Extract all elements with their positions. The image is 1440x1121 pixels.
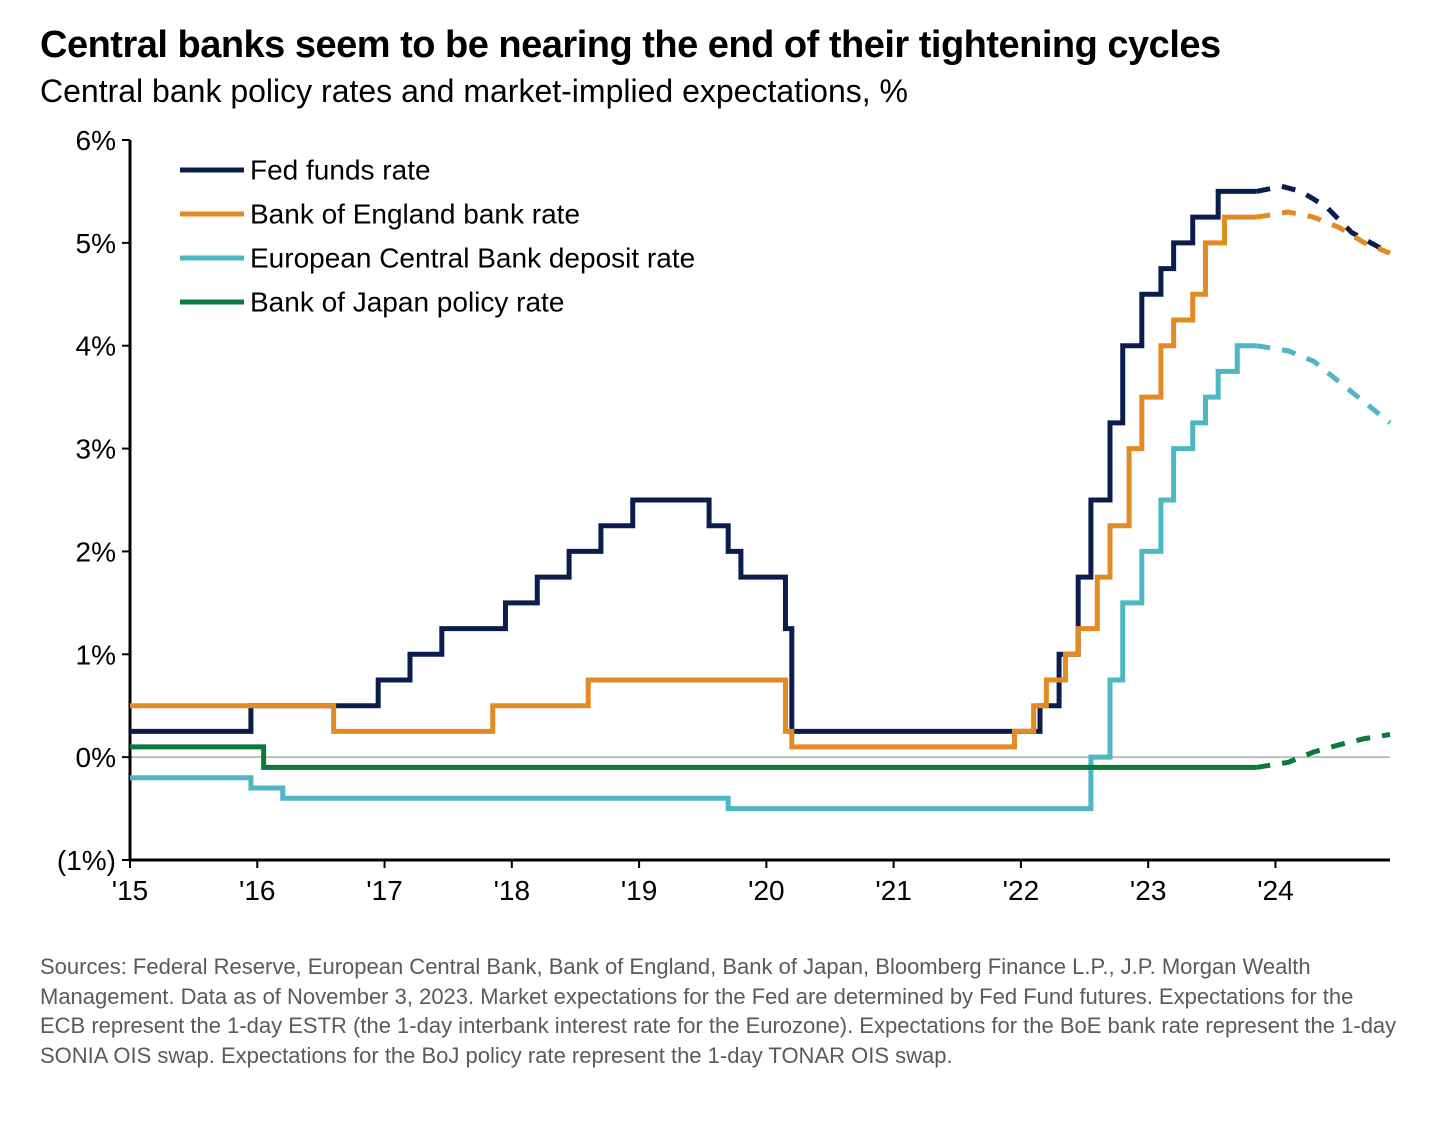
y-tick-label: 1%: [76, 639, 116, 670]
x-tick-label: '19: [621, 875, 658, 906]
x-tick-label: '23: [1130, 875, 1167, 906]
chart-title: Central banks seem to be nearing the end…: [40, 24, 1400, 67]
y-tick-label: 6%: [76, 125, 116, 156]
legend-label: Bank of Japan policy rate: [250, 286, 564, 317]
line-chart-svg: (1%) 0% 1% 2% 3% 4% 5% 6% '15 '16 '17 '18 '19 '20 '21 '…: [40, 120, 1400, 940]
y-tick-label: (1%): [57, 845, 116, 876]
x-tick-label: '20: [748, 875, 785, 906]
y-tick-label: 0%: [76, 742, 116, 773]
y-tick-label: 2%: [76, 536, 116, 567]
x-tick-label: '15: [112, 875, 149, 906]
y-tick-label: 5%: [76, 228, 116, 259]
x-tick-label: '17: [366, 875, 403, 906]
chart-footnote: Sources: Federal Reserve, European Centr…: [40, 952, 1400, 1071]
legend-label: Fed funds rate: [250, 154, 431, 185]
y-tick-label: 4%: [76, 331, 116, 362]
x-tick-label: '22: [1003, 875, 1040, 906]
x-tick-label: '21: [875, 875, 912, 906]
chart-subtitle: Central bank policy rates and market-imp…: [40, 73, 1400, 110]
x-tick-label: '16: [239, 875, 275, 906]
legend-label: Bank of England bank rate: [250, 198, 580, 229]
y-tick-label: 3%: [76, 434, 116, 465]
x-tick-label: '24: [1257, 875, 1294, 906]
x-tick-label: '18: [494, 875, 531, 906]
chart-area: (1%) 0% 1% 2% 3% 4% 5% 6% '15 '16 '17 '18 '19 '20 '21 '…: [40, 120, 1400, 940]
legend-label: European Central Bank deposit rate: [250, 242, 695, 273]
